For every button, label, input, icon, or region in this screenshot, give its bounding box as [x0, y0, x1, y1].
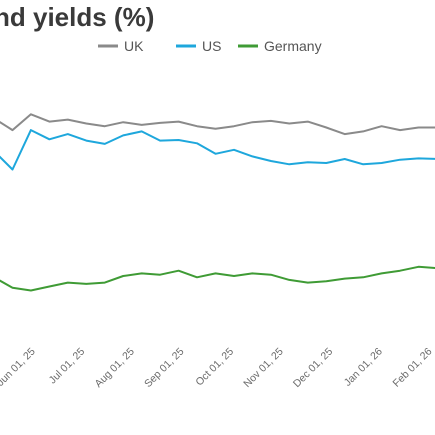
- x-tick-label: Jun 01, 25: [0, 346, 38, 389]
- series-line-us: [0, 129, 435, 171]
- legend-label-uk: UK: [124, 38, 144, 54]
- x-tick-label: Nov 01, 25: [241, 346, 286, 391]
- series-line-germany: [0, 265, 435, 292]
- x-tick-label: Dec 01, 25: [291, 346, 336, 391]
- series-line-uk: [0, 113, 435, 136]
- legend-label-us: US: [202, 38, 221, 54]
- x-tick-label: Jul 01, 25: [47, 346, 88, 387]
- series-lines: [0, 113, 435, 292]
- legend-label-germany: Germany: [264, 38, 322, 54]
- legend: UK US Germany: [98, 38, 322, 54]
- x-tick-label: Oct 01, 25: [193, 346, 236, 389]
- x-tick-label: Feb 01, 26: [391, 346, 435, 390]
- x-tick-label: Jan 01, 26: [342, 346, 385, 389]
- chart-title: nd yields (%): [0, 2, 154, 32]
- x-tick-label: Aug 01, 25: [93, 346, 138, 391]
- x-tick-label: Sep 01, 25: [142, 346, 187, 391]
